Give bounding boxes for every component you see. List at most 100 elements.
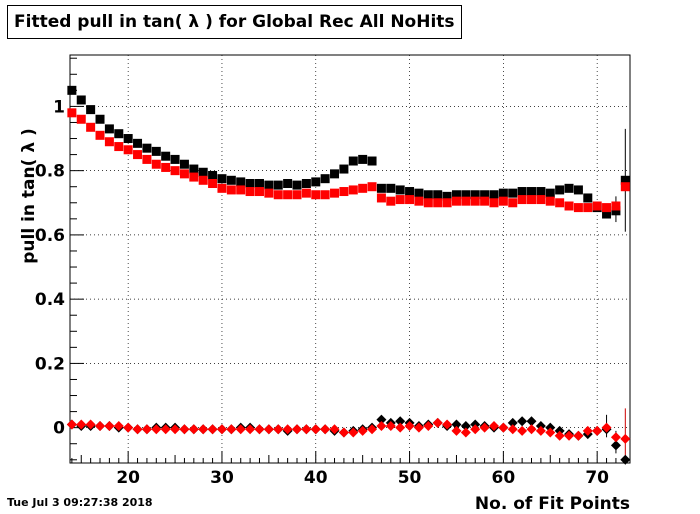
data-point xyxy=(273,180,283,190)
series-4 xyxy=(66,417,631,444)
data-point xyxy=(395,422,406,433)
data-point xyxy=(395,185,405,195)
data-point xyxy=(611,201,621,211)
data-point xyxy=(264,180,274,190)
data-point xyxy=(104,421,115,432)
data-point xyxy=(301,179,311,189)
data-point xyxy=(235,424,246,435)
data-point xyxy=(555,185,565,195)
data-point xyxy=(358,154,368,164)
data-point xyxy=(133,150,143,160)
data-point xyxy=(470,190,480,200)
data-point xyxy=(217,183,227,193)
data-point xyxy=(348,185,358,195)
data-point xyxy=(208,179,218,189)
data-point xyxy=(460,427,471,438)
data-point xyxy=(592,201,602,211)
data-point xyxy=(433,198,443,208)
data-point xyxy=(311,177,321,187)
data-point xyxy=(95,421,106,432)
series-3 xyxy=(66,414,631,465)
data-point xyxy=(132,424,143,435)
data-point xyxy=(76,419,87,430)
data-point xyxy=(330,188,340,198)
data-point xyxy=(583,203,593,213)
data-point xyxy=(470,424,481,435)
data-point xyxy=(348,156,358,166)
data-points xyxy=(66,85,631,465)
data-point xyxy=(508,198,518,208)
data-point xyxy=(170,166,180,176)
data-point xyxy=(114,129,124,139)
y-axis-title: pull in tan( λ ) xyxy=(19,128,39,264)
data-point xyxy=(76,114,86,124)
data-point xyxy=(414,196,424,206)
data-point xyxy=(573,185,583,195)
series-1 xyxy=(67,85,630,219)
data-point xyxy=(311,190,321,200)
data-point xyxy=(151,424,162,435)
data-point xyxy=(113,421,124,432)
data-point xyxy=(151,146,161,156)
data-point xyxy=(376,193,386,203)
data-point xyxy=(273,424,284,435)
data-point xyxy=(141,424,152,435)
data-point xyxy=(517,425,528,436)
data-point xyxy=(442,198,452,208)
data-point xyxy=(489,198,499,208)
data-point xyxy=(385,421,396,432)
data-point xyxy=(189,172,199,182)
x-tick-label: 50 xyxy=(398,468,422,488)
data-point xyxy=(226,424,237,435)
data-point xyxy=(376,183,386,193)
data-point xyxy=(545,427,556,438)
y-tick-label: 0.6 xyxy=(35,226,65,246)
data-point xyxy=(592,425,603,436)
data-point xyxy=(236,177,246,187)
data-point xyxy=(216,424,227,435)
timestamp: Tue Jul 3 09:27:38 2018 xyxy=(7,496,153,509)
data-point xyxy=(67,85,77,95)
data-point xyxy=(198,424,209,435)
data-point xyxy=(320,174,330,184)
data-point xyxy=(423,421,434,432)
data-point xyxy=(442,419,453,430)
data-point xyxy=(498,422,509,433)
data-point xyxy=(133,138,143,148)
data-point xyxy=(414,188,424,198)
data-point xyxy=(535,425,546,436)
data-point xyxy=(564,430,575,441)
data-point xyxy=(413,422,424,433)
data-point xyxy=(395,195,405,205)
data-point xyxy=(320,190,330,200)
data-point xyxy=(123,145,133,155)
data-point xyxy=(142,154,152,164)
data-point xyxy=(517,187,527,197)
data-point xyxy=(433,190,443,200)
y-tick-label: 0.4 xyxy=(35,290,65,310)
data-point xyxy=(198,167,208,177)
data-point xyxy=(358,183,368,193)
data-point xyxy=(86,105,96,115)
data-point xyxy=(357,425,368,436)
x-tick-label: 20 xyxy=(116,468,140,488)
data-point xyxy=(95,130,105,140)
grid xyxy=(70,55,630,463)
axis-ticks xyxy=(70,57,626,463)
data-point xyxy=(573,203,583,213)
y-tick-label: 0.2 xyxy=(35,354,65,374)
data-point xyxy=(161,162,171,172)
data-point xyxy=(85,419,96,430)
data-point xyxy=(405,187,415,197)
y-tick-label: 0.8 xyxy=(35,162,65,182)
data-point xyxy=(461,196,471,206)
data-point xyxy=(460,421,471,432)
data-point xyxy=(423,198,433,208)
data-point xyxy=(367,182,377,192)
data-point xyxy=(67,108,77,118)
data-point xyxy=(545,188,555,198)
data-point xyxy=(367,424,378,435)
data-point xyxy=(545,196,555,206)
data-point xyxy=(264,188,274,198)
